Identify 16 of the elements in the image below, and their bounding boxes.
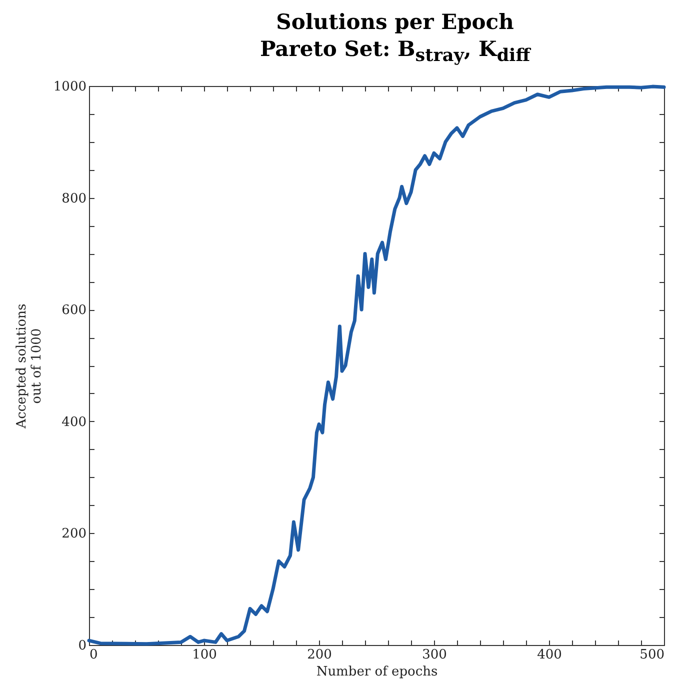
x-axis-title: Number of epochs — [316, 664, 438, 680]
y-tick-label: 600 — [62, 303, 86, 318]
x-tick-label: 300 — [422, 648, 447, 663]
chart-title: Solutions per Epoch — [275, 8, 515, 35]
y-axis-title: Accepted solutions out of 1000 — [14, 304, 44, 430]
y-tick-label: 800 — [62, 191, 86, 206]
y-tick-label: 1000 — [53, 80, 86, 95]
x-tick-label: 0 — [90, 648, 98, 663]
line-series — [87, 84, 666, 646]
x-tick-label: 100 — [192, 648, 217, 663]
y-tick-label: 200 — [62, 526, 86, 542]
x-tick-label: 500 — [640, 648, 664, 663]
x-tick-label: 200 — [307, 648, 332, 663]
y-tick-label: 400 — [62, 415, 86, 430]
chart-subtitle: Pareto Set: B$_{stray}$, K$_{diff}$ — [258, 35, 532, 68]
x-tick-label: 400 — [537, 648, 562, 663]
